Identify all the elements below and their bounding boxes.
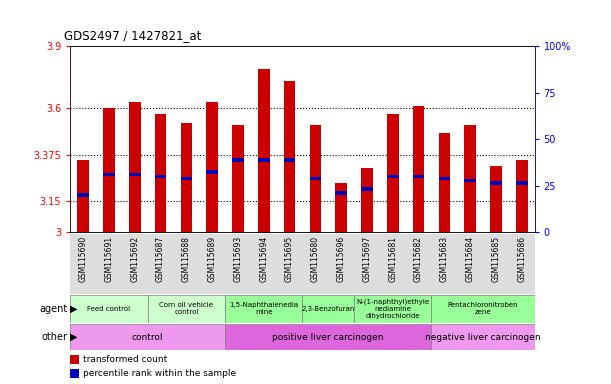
- Bar: [387, 175, 398, 178]
- Bar: [490, 166, 502, 232]
- Text: GSM115685: GSM115685: [491, 236, 500, 282]
- Bar: [232, 125, 244, 232]
- Text: 2,3-Benzofuran: 2,3-Benzofuran: [302, 306, 355, 312]
- Bar: [78, 160, 89, 232]
- Bar: [413, 175, 424, 178]
- Text: 1,5-Naphthalenedia
mine: 1,5-Naphthalenedia mine: [229, 302, 298, 315]
- Text: GSM115687: GSM115687: [156, 236, 165, 282]
- Bar: [225, 295, 302, 323]
- Bar: [464, 179, 476, 182]
- Bar: [361, 168, 373, 232]
- Bar: [70, 324, 225, 350]
- Bar: [232, 158, 244, 162]
- Text: positive liver carcinogen: positive liver carcinogen: [273, 333, 384, 342]
- Text: GSM115682: GSM115682: [414, 236, 423, 282]
- Bar: [431, 295, 535, 323]
- Text: GSM115688: GSM115688: [182, 236, 191, 282]
- Text: agent: agent: [39, 304, 67, 314]
- Bar: [310, 177, 321, 180]
- Bar: [516, 181, 527, 185]
- Text: GSM115694: GSM115694: [259, 236, 268, 282]
- Text: GSM115692: GSM115692: [130, 236, 139, 282]
- Text: ▶: ▶: [70, 332, 77, 342]
- Bar: [70, 355, 79, 364]
- Text: N-(1-naphthyl)ethyle
nediamine
dihydrochloride: N-(1-naphthyl)ethyle nediamine dihydroch…: [356, 298, 430, 319]
- Text: ▶: ▶: [70, 304, 77, 314]
- Text: percentile rank within the sample: percentile rank within the sample: [83, 369, 236, 378]
- Bar: [284, 81, 295, 232]
- Bar: [302, 295, 354, 323]
- Text: GSM115693: GSM115693: [233, 236, 243, 282]
- Text: GSM115680: GSM115680: [311, 236, 320, 282]
- Bar: [155, 114, 166, 232]
- Text: GSM115683: GSM115683: [440, 236, 449, 282]
- Text: GSM115681: GSM115681: [388, 236, 397, 282]
- Bar: [516, 160, 527, 232]
- Bar: [439, 177, 450, 180]
- Bar: [181, 122, 192, 232]
- Text: transformed count: transformed count: [83, 355, 167, 364]
- Text: Feed control: Feed control: [87, 306, 131, 312]
- Bar: [225, 324, 431, 350]
- Text: GSM115691: GSM115691: [104, 236, 114, 282]
- Bar: [354, 295, 431, 323]
- Text: GSM115696: GSM115696: [337, 236, 346, 282]
- Bar: [78, 193, 89, 197]
- Bar: [103, 108, 115, 232]
- Bar: [258, 158, 269, 162]
- Bar: [490, 181, 502, 185]
- Bar: [207, 170, 218, 174]
- Text: GSM115686: GSM115686: [518, 236, 526, 282]
- Bar: [439, 133, 450, 232]
- Bar: [129, 172, 141, 176]
- Bar: [387, 114, 398, 232]
- Bar: [129, 102, 141, 232]
- Text: GSM115684: GSM115684: [466, 236, 475, 282]
- Text: control: control: [132, 333, 163, 342]
- Bar: [148, 295, 225, 323]
- Bar: [258, 69, 269, 232]
- Text: GDS2497 / 1427821_at: GDS2497 / 1427821_at: [64, 29, 202, 42]
- Text: GSM115695: GSM115695: [285, 236, 294, 282]
- Text: other: other: [41, 332, 67, 342]
- Bar: [284, 158, 295, 162]
- Bar: [361, 187, 373, 191]
- Text: GSM115690: GSM115690: [79, 236, 87, 282]
- Text: Corn oil vehicle
control: Corn oil vehicle control: [159, 302, 213, 315]
- Bar: [464, 125, 476, 232]
- Bar: [181, 177, 192, 180]
- Bar: [413, 106, 424, 232]
- Bar: [70, 369, 79, 378]
- Text: negative liver carcinogen: negative liver carcinogen: [425, 333, 541, 342]
- Text: Pentachloronitroben
zene: Pentachloronitroben zene: [448, 302, 518, 315]
- Bar: [431, 324, 535, 350]
- Bar: [310, 125, 321, 232]
- Bar: [103, 172, 115, 176]
- Bar: [335, 183, 347, 232]
- Bar: [207, 102, 218, 232]
- Bar: [335, 191, 347, 195]
- Text: GSM115689: GSM115689: [208, 236, 217, 282]
- Bar: [70, 295, 148, 323]
- Bar: [155, 175, 166, 178]
- Text: GSM115697: GSM115697: [362, 236, 371, 282]
